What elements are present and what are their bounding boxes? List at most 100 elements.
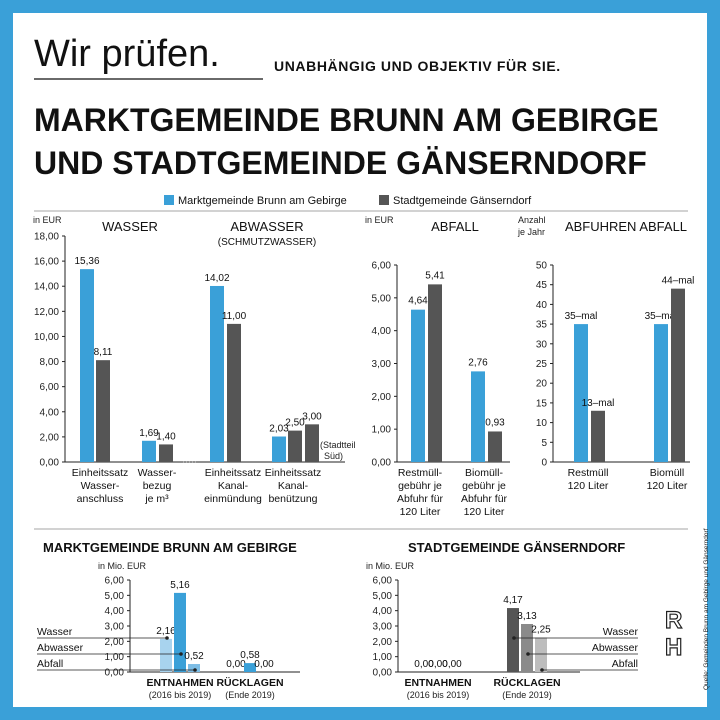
- chart4-tick-label: 1,00: [105, 652, 125, 663]
- chart2-category-label: Abfuhr für: [461, 493, 508, 505]
- chart1-value-label: 15,36: [74, 256, 99, 267]
- chart1-category-label: bezug: [143, 480, 172, 492]
- chart3-unit: je Jahr: [517, 227, 545, 237]
- main-title-line1: MARKTGEMEINDE BRUNN AM GEBIRGE: [34, 102, 659, 138]
- chart2-tick-label: 2,00: [372, 392, 392, 403]
- chart1-bar: [305, 424, 319, 462]
- chart1-tick-label: 4,00: [40, 407, 60, 418]
- chart1-note: Süd): [324, 451, 343, 461]
- chart2-unit: in EUR: [365, 215, 394, 225]
- chart4-value-label: 0,00: [226, 659, 246, 670]
- chart-brunn-reserves: MARKTGEMEINDE BRUNN AM GEBIRGE in Mio. EU…: [37, 540, 300, 700]
- chart2-tick-label: 1,00: [372, 425, 392, 436]
- chart2-bar: [428, 284, 442, 462]
- chart5-leader-dot: [512, 636, 516, 640]
- chart4-tick-label: 0,00: [105, 668, 125, 679]
- chart1-category-label: je m³: [144, 493, 169, 505]
- chart1-note: (Stadtteil: [320, 440, 356, 450]
- chart1-tick-label: 12,00: [34, 307, 59, 318]
- chart-abfuhren: Anzahl je Jahr ABFUHREN ABFALL 0 5 10 15 20 25 30…: [517, 215, 694, 492]
- chart3-value-label: 35–mal: [565, 311, 598, 322]
- chart5-tick-label: 4,00: [373, 606, 393, 617]
- chart4-value-label: 2,16: [156, 626, 176, 637]
- chart4-value-label: 0,58: [240, 650, 260, 661]
- chart1-value-label: 11,00: [222, 311, 247, 322]
- chart5-bar: [521, 624, 533, 672]
- chart5-group-label: ENTNAHMEN: [404, 677, 471, 689]
- chart3-heading: ABFUHREN ABFALL: [565, 219, 687, 234]
- chart5-leader-dot: [526, 652, 530, 656]
- chart3-category-label: Restmüll: [568, 467, 609, 479]
- chart2-value-label: 4,64: [408, 296, 428, 307]
- chart2-bar: [411, 309, 425, 462]
- chart4-bar: [174, 592, 186, 672]
- chart2-heading: ABFALL: [431, 219, 479, 234]
- chart1-tick-label: 16,00: [34, 257, 59, 268]
- chart5-group-sub: (2016 bis 2019): [407, 690, 470, 700]
- chart5-side-label: Abfall: [612, 658, 638, 670]
- chart3-tick-label: 40: [536, 300, 548, 311]
- chart4-group-sub: (Ende 2019): [225, 690, 275, 700]
- chart5-unit: in Mio. EUR: [366, 561, 415, 571]
- chart4-unit: in Mio. EUR: [98, 561, 147, 571]
- chart5-title: STADTGEMEINDE GÄNSERNDORF: [408, 540, 625, 555]
- chart3-category-label: Biomüll: [650, 467, 684, 479]
- chart2-tick-label: 5,00: [372, 293, 392, 304]
- chart-gaenserndorf-reserves: STADTGEMEINDE GÄNSERNDORF in Mio. EUR 0,00…: [366, 540, 638, 700]
- chart1-bar: [288, 430, 302, 462]
- chart1-bar: [96, 360, 110, 462]
- chart4-bar: [188, 664, 200, 672]
- chart5-value-label: 0,00: [442, 659, 462, 670]
- chart4-group-label: ENTNAHMEN: [146, 677, 213, 689]
- chart2-category-label: Restmüll-: [398, 467, 443, 479]
- chart4-value-label: 5,16: [170, 580, 190, 591]
- chart1-category-label: Einheitssatz: [265, 467, 322, 479]
- chart2-value-label: 2,76: [468, 357, 488, 368]
- chart1-unit: in EUR: [33, 215, 62, 225]
- chart2-bar: [488, 431, 502, 462]
- chart1-bar: [142, 440, 156, 462]
- chart5-group-sub: (Ende 2019): [502, 690, 552, 700]
- chart3-category-label: 120 Liter: [647, 480, 688, 492]
- chart5-value-label: 0,00: [414, 659, 434, 670]
- chart3-tick-label: 10: [536, 418, 548, 429]
- tagline: UNABHÄNGIG UND OBJEKTIV FÜR SIE.: [274, 58, 561, 74]
- chart1-tick-label: 8,00: [40, 357, 60, 368]
- chart1-value-label: 3,00: [302, 411, 322, 422]
- rh-logo-text-h: H: [665, 634, 682, 661]
- chart1-bar: [227, 323, 241, 462]
- chart2-category-label: 120 Liter: [400, 506, 441, 518]
- rh-logo-text-r: R: [665, 607, 682, 634]
- chart1-bar: [80, 269, 94, 462]
- chart2-tick-label: 0,00: [372, 458, 392, 469]
- chart3-bar: [654, 324, 668, 462]
- chart1-heading-abwasser-sub: (SCHMUTZWASSER): [218, 237, 317, 248]
- chart3-tick-label: 30: [536, 339, 548, 350]
- chart1-category-label: einmündung: [204, 493, 262, 505]
- chart1-category-label: Wasser-: [81, 480, 120, 492]
- chart3-value-label: 35–mal: [645, 311, 678, 322]
- chart3-value-label: 13–mal: [582, 398, 615, 409]
- chart1-tick-label: 0,00: [40, 458, 60, 469]
- chart1-value-label: 1,69: [139, 428, 159, 439]
- chart-wasser-abwasser: in EUR 0,00 2,00 4,00 6,00 8,00 10,00 12,00 14,0…: [33, 215, 356, 505]
- chart4-leader-dot: [193, 668, 197, 672]
- legend-label-brunn: Marktgemeinde Brunn am Gebirge: [178, 195, 347, 207]
- script-title: Wir prüfen.: [34, 33, 220, 75]
- chart5-bar: [507, 608, 519, 672]
- chart1-category-label: Wasser-: [138, 467, 177, 479]
- chart5-value-label: 0,00: [428, 659, 448, 670]
- chart4-side-label: Abwasser: [37, 642, 84, 654]
- chart3-bar: [591, 410, 605, 462]
- chart2-category-label: gebühr je: [398, 480, 442, 492]
- legend-label-gaenserndorf: Stadtgemeinde Gänserndorf: [393, 195, 532, 207]
- chart3-tick-label: 15: [536, 398, 548, 409]
- chart4-title: MARKTGEMEINDE BRUNN AM GEBIRGE: [43, 540, 297, 555]
- chart3-tick-label: 35: [536, 320, 548, 331]
- chart2-tick-label: 6,00: [372, 261, 392, 272]
- chart-abfall: in EUR ABFALL 0,00 1,00 2,00 3,00 4,00 5,00 6,00…: [365, 215, 510, 518]
- chart1-tick-label: 10,00: [34, 332, 59, 343]
- chart4-leader-dot: [165, 636, 169, 640]
- chart5-value-label: 3,13: [517, 611, 537, 622]
